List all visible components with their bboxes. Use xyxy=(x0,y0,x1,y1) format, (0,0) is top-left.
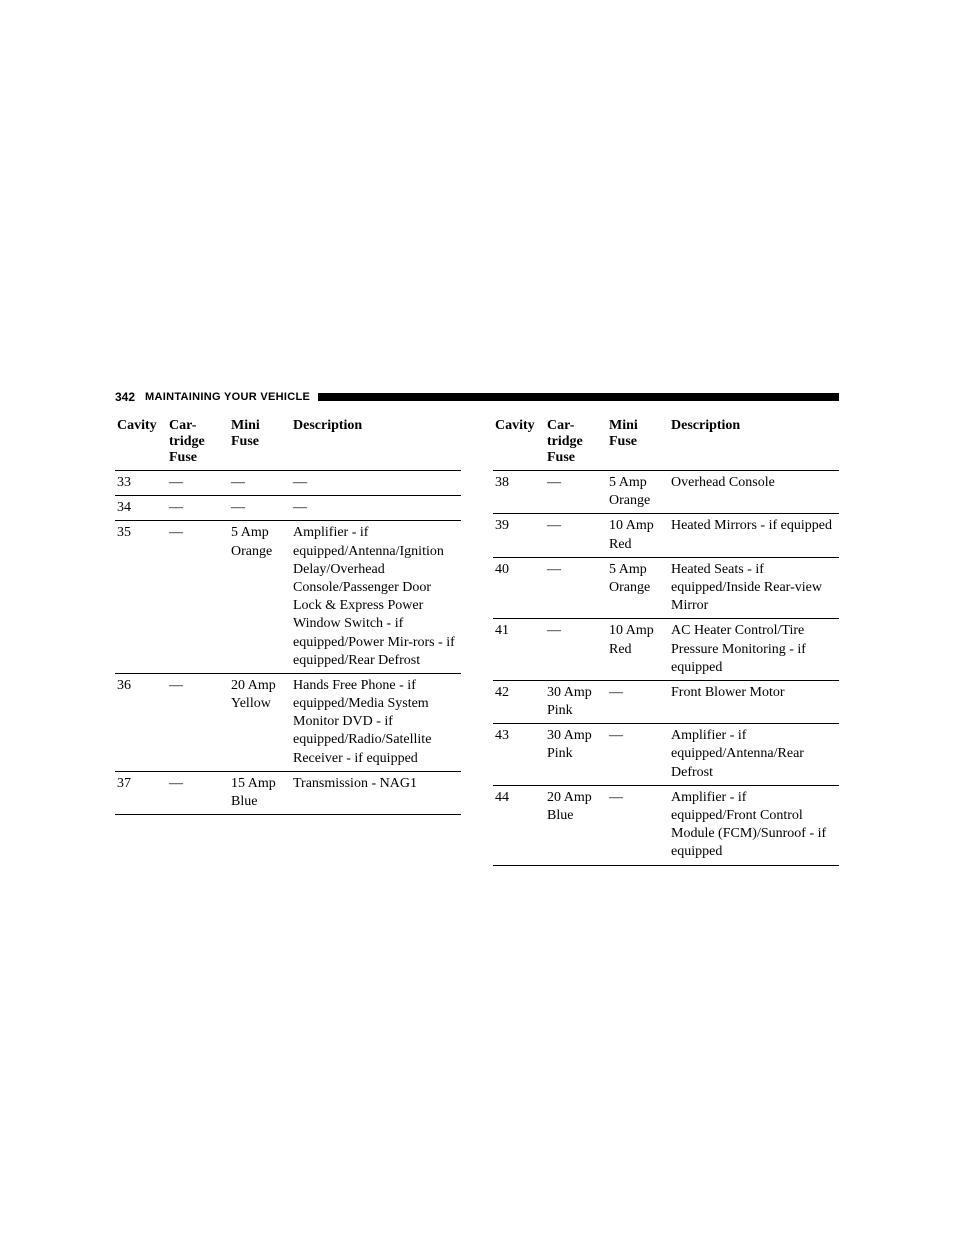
cell-cartridge: — xyxy=(545,514,607,557)
header-cavity: Cavity xyxy=(493,414,545,471)
cell-cavity: 34 xyxy=(115,496,167,521)
cell-mini: 15 Amp Blue xyxy=(229,771,291,814)
cell-cartridge: 20 Amp Blue xyxy=(545,785,607,865)
cell-cartridge: — xyxy=(167,673,229,771)
cell-description: Hands Free Phone - if equipped/Media Sys… xyxy=(291,673,461,771)
cell-description: — xyxy=(291,471,461,496)
cell-cartridge: 30 Amp Pink xyxy=(545,724,607,786)
table-row: 33 — — — xyxy=(115,471,461,496)
cell-mini: 10 Amp Red xyxy=(607,619,669,681)
cell-cartridge: — xyxy=(167,496,229,521)
cell-cartridge: — xyxy=(167,521,229,674)
table-row: 44 20 Amp Blue — Amplifier - if equipped… xyxy=(493,785,839,865)
cell-cavity: 38 xyxy=(493,471,545,514)
cell-cavity: 39 xyxy=(493,514,545,557)
header-cartridge: Car-tridge Fuse xyxy=(545,414,607,471)
header-mini: Mini Fuse xyxy=(607,414,669,471)
header-bar xyxy=(318,393,839,401)
cell-description: Heated Mirrors - if equipped xyxy=(669,514,839,557)
cell-description: — xyxy=(291,496,461,521)
cell-mini: 20 Amp Yellow xyxy=(229,673,291,771)
cell-cavity: 35 xyxy=(115,521,167,674)
cell-description: Front Blower Motor xyxy=(669,680,839,723)
table-row: 36 — 20 Amp Yellow Hands Free Phone - if… xyxy=(115,673,461,771)
cell-description: Amplifier - if equipped/Antenna/Rear Def… xyxy=(669,724,839,786)
table-row: 34 — — — xyxy=(115,496,461,521)
table-header-row: Cavity Car-tridge Fuse Mini Fuse Descrip… xyxy=(115,414,461,471)
cell-cavity: 33 xyxy=(115,471,167,496)
cell-mini: — xyxy=(229,496,291,521)
cell-cavity: 41 xyxy=(493,619,545,681)
header-cartridge: Car-tridge Fuse xyxy=(167,414,229,471)
cell-cavity: 43 xyxy=(493,724,545,786)
table-header-row: Cavity Car-tridge Fuse Mini Fuse Descrip… xyxy=(493,414,839,471)
cell-cartridge: — xyxy=(167,771,229,814)
cell-mini: 5 Amp Orange xyxy=(607,557,669,619)
cell-description: Overhead Console xyxy=(669,471,839,514)
header-mini: Mini Fuse xyxy=(229,414,291,471)
cell-mini: — xyxy=(607,724,669,786)
header-cavity: Cavity xyxy=(115,414,167,471)
table-row: 35 — 5 Amp Orange Amplifier - if equippe… xyxy=(115,521,461,674)
section-title: MAINTAINING YOUR VEHICLE xyxy=(145,391,310,403)
table-row: 41 — 10 Amp Red AC Heater Control/Tire P… xyxy=(493,619,839,681)
table-row: 40 — 5 Amp Orange Heated Seats - if equi… xyxy=(493,557,839,619)
table-row: 38 — 5 Amp Orange Overhead Console xyxy=(493,471,839,514)
table-row: 39 — 10 Amp Red Heated Mirrors - if equi… xyxy=(493,514,839,557)
cell-cavity: 44 xyxy=(493,785,545,865)
cell-mini: 10 Amp Red xyxy=(607,514,669,557)
cell-cavity: 40 xyxy=(493,557,545,619)
cell-description: Amplifier - if equipped/Antenna/Ignition… xyxy=(291,521,461,674)
cell-mini: — xyxy=(607,785,669,865)
cell-cartridge: — xyxy=(545,471,607,514)
table-row: 43 30 Amp Pink — Amplifier - if equipped… xyxy=(493,724,839,786)
cell-cavity: 42 xyxy=(493,680,545,723)
header-description: Description xyxy=(291,414,461,471)
table-row: 42 30 Amp Pink — Front Blower Motor xyxy=(493,680,839,723)
cell-description: Transmission - NAG1 xyxy=(291,771,461,814)
cell-description: Amplifier - if equipped/Front Control Mo… xyxy=(669,785,839,865)
cell-cartridge: — xyxy=(545,557,607,619)
cell-mini: 5 Amp Orange xyxy=(229,521,291,674)
fuse-table-right: Cavity Car-tridge Fuse Mini Fuse Descrip… xyxy=(493,414,839,866)
page-header: 342 MAINTAINING YOUR VEHICLE xyxy=(115,390,839,404)
header-description: Description xyxy=(669,414,839,471)
page-number: 342 xyxy=(115,390,135,404)
cell-cavity: 36 xyxy=(115,673,167,771)
fuse-table-left: Cavity Car-tridge Fuse Mini Fuse Descrip… xyxy=(115,414,461,815)
table-row: 37 — 15 Amp Blue Transmission - NAG1 xyxy=(115,771,461,814)
cell-description: AC Heater Control/Tire Pressure Monitori… xyxy=(669,619,839,681)
cell-mini: — xyxy=(229,471,291,496)
cell-mini: 5 Amp Orange xyxy=(607,471,669,514)
cell-cartridge: — xyxy=(167,471,229,496)
cell-cartridge: 30 Amp Pink xyxy=(545,680,607,723)
cell-mini: — xyxy=(607,680,669,723)
cell-cartridge: — xyxy=(545,619,607,681)
cell-description: Heated Seats - if equipped/Inside Rear-v… xyxy=(669,557,839,619)
cell-cavity: 37 xyxy=(115,771,167,814)
